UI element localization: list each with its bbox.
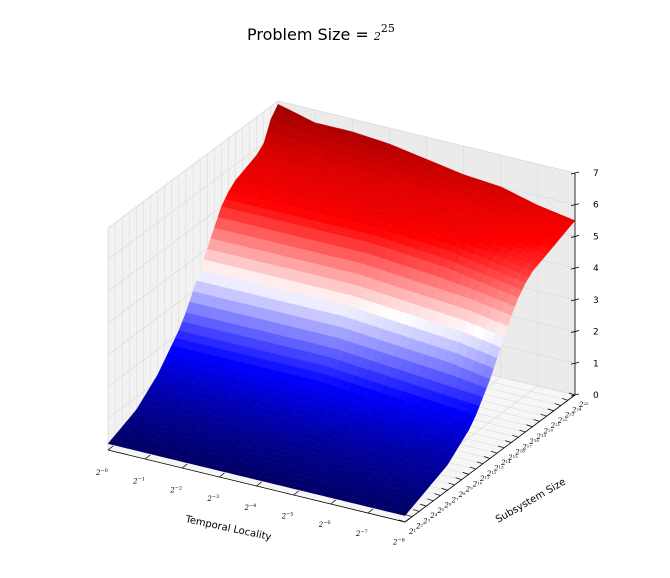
surface-mesh	[107, 103, 576, 516]
y-tick-mark	[469, 466, 476, 470]
y-tick-label: 221	[550, 422, 561, 430]
y-tick-mark	[420, 503, 427, 507]
y-tick-label: 27	[451, 496, 459, 504]
y-axis-label: Subsystem Size	[494, 477, 568, 526]
chart-title: Problem Size = 225	[247, 22, 395, 44]
chart-title-text: Problem Size =	[247, 25, 374, 44]
y-tick-label: 219	[536, 433, 547, 441]
z-tick-label: 2	[593, 328, 599, 338]
y-tick-label: 25	[436, 507, 444, 515]
x-tick-mark	[182, 463, 188, 469]
y-tick-mark	[490, 450, 498, 454]
y-tick-label: 29	[465, 486, 473, 494]
y-tick-mark	[568, 392, 576, 396]
y-axis-ticks: 21 22 23 24 25 26 27 28 29 2102112122132142152162…	[398, 392, 589, 536]
z-tick-label: 7	[593, 169, 599, 179]
x-tick-label: 2−8	[392, 538, 405, 547]
z-tick-mark	[570, 393, 580, 397]
z-tick-mark	[570, 203, 580, 207]
z-tick-mark	[570, 266, 580, 270]
z-tick-mark	[570, 330, 580, 333]
z-tick-label: 6	[593, 201, 599, 211]
z-tick-label: 3	[593, 296, 599, 306]
z-tick-mark	[570, 298, 580, 302]
chart-title-base: 2	[373, 30, 381, 43]
y-tick-mark	[547, 408, 554, 412]
y-tick-mark	[462, 472, 469, 475]
x-tick-label: 2−1	[132, 477, 145, 486]
z-tick-label: 0	[593, 391, 599, 401]
x-tick-label: 2−6	[318, 520, 331, 529]
y-tick-label: 212	[486, 470, 497, 478]
y-tick-label: 23	[422, 517, 430, 525]
z-tick-mark	[570, 171, 580, 175]
y-tick-mark	[448, 482, 455, 486]
y-tick-label: 26	[443, 502, 451, 510]
x-tick-mark	[293, 490, 299, 496]
y-tick-mark	[427, 498, 434, 502]
z-axis-ticks: 0 1 2 3 4 5 6 7	[570, 169, 599, 401]
x-tick-mark	[367, 508, 374, 514]
y-tick-label: 211	[479, 475, 490, 483]
x-tick-label: 2−3	[206, 494, 219, 503]
y-tick-label: 218	[528, 438, 539, 446]
y-tick-mark	[512, 435, 519, 438]
y-tick-label: 215	[507, 454, 518, 462]
y-tick-mark	[561, 397, 569, 401]
x-axis-ticks: 2−0 2−1 2−2 2−3 2−4 2−5 2−6 2−7 2−8	[95, 445, 411, 547]
y-tick-mark	[483, 456, 491, 459]
x-tick-mark	[219, 472, 225, 478]
y-tick-mark	[554, 403, 561, 406]
z-tick-label: 4	[593, 264, 599, 274]
y-tick-label: 223	[564, 412, 575, 420]
y-tick-label: 24	[429, 512, 437, 520]
y-tick-mark	[455, 477, 462, 480]
y-tick-mark	[540, 413, 547, 417]
x-tick-label: 2−4	[244, 503, 257, 512]
y-tick-label: 22	[415, 523, 423, 531]
x-tick-mark	[330, 499, 336, 505]
y-tick-label: 214	[500, 459, 511, 467]
y-tick-label: 224	[571, 406, 582, 414]
y-tick-mark	[434, 493, 441, 496]
surface-patch	[395, 509, 409, 516]
chart-title-exponent: 25	[381, 22, 395, 35]
x-tick-label: 2−0	[95, 468, 108, 477]
x-tick-label: 2−2	[169, 485, 182, 494]
z-tick-mark	[570, 361, 580, 365]
y-tick-label: 28	[458, 491, 466, 499]
z-tick-label: 1	[593, 359, 599, 369]
x-tick-mark	[144, 454, 151, 460]
y-tick-mark	[505, 440, 512, 443]
x-tick-mark	[107, 445, 114, 451]
y-tick-mark	[413, 509, 420, 512]
y-tick-label: 222	[557, 417, 568, 425]
z-tick-label: 5	[593, 232, 599, 242]
z-gridline	[107, 100, 576, 229]
y-tick-label: 217	[521, 443, 532, 451]
x-axis-label: Temporal Locality	[183, 514, 272, 543]
y-tick-label: 220	[543, 427, 554, 435]
x-tick-mark	[256, 481, 262, 487]
x-tick-mark	[404, 517, 411, 523]
y-tick-label: 210	[472, 480, 483, 488]
y-tick-mark	[533, 419, 540, 422]
y-tick-label: 216	[514, 449, 525, 457]
y-tick-mark	[441, 487, 448, 491]
y-tick-mark	[398, 519, 406, 523]
y-tick-mark	[476, 461, 484, 465]
z-tick-mark	[570, 235, 580, 238]
y-tick-mark	[405, 514, 413, 518]
y-tick-mark	[526, 424, 533, 428]
y-tick-label: 225	[578, 401, 589, 409]
y-tick-mark	[498, 445, 505, 449]
y-tick-mark	[519, 429, 526, 433]
x-tick-label: 2−5	[281, 512, 294, 521]
y-tick-label: 21	[408, 528, 416, 536]
y-tick-label: 213	[493, 465, 504, 473]
x-tick-label: 2−7	[355, 529, 368, 538]
